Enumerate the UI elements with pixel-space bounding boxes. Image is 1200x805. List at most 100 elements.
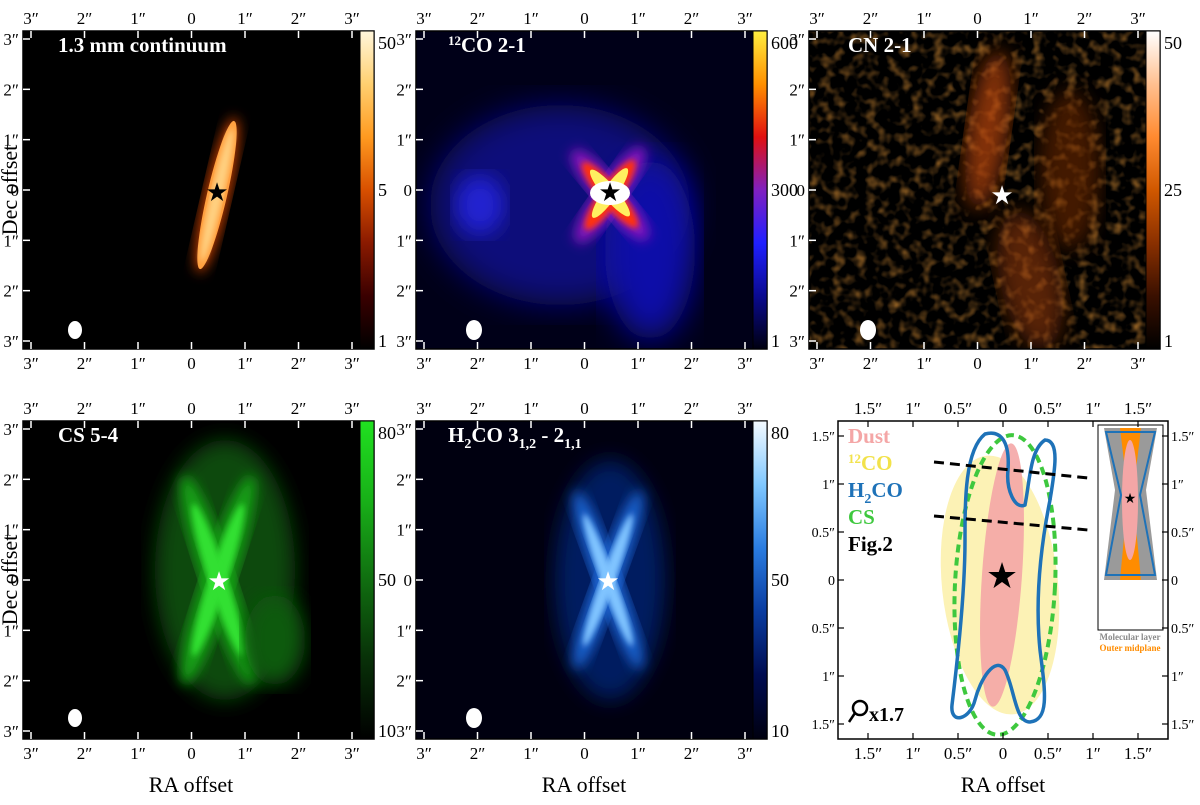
y-tick-label: 3″ [3, 420, 19, 439]
y-tick-label: 2″ [396, 80, 412, 99]
x-tick-label-bottom: 0 [187, 744, 196, 763]
map-background [23, 31, 360, 349]
y-tick-label: 1″ [396, 131, 412, 150]
x-tick-label-top: 2″ [470, 9, 486, 28]
colorbar-tick-label: 1 [771, 331, 780, 351]
x-tick-label-bottom: 3″ [416, 744, 432, 763]
x-tick-label-bottom: 3″ [809, 354, 825, 373]
schematic-legend: Dust 12CO H2CO CS Fig.2 [848, 424, 903, 556]
y-tick-label: 0 [797, 181, 806, 200]
schematic-y-tick-right: 0.5″ [1171, 526, 1195, 541]
x-tick-label-bottom: 2″ [291, 354, 307, 373]
x-tick-label-bottom: 2″ [1077, 354, 1093, 373]
panel-h2co [416, 421, 753, 739]
schematic-y-tick-right: 0.5″ [1171, 622, 1195, 637]
x-tick-label-top: 1″ [630, 9, 646, 28]
legend-co: 12CO [848, 451, 893, 475]
x-tick-label-top: 1″ [1023, 9, 1039, 28]
schematic-x-tick-top: 1.5″ [1124, 399, 1152, 418]
x-tick-label-top: 3″ [416, 399, 432, 418]
x-tick-label-top: 2″ [77, 399, 93, 418]
x-tick-label-top: 2″ [291, 399, 307, 418]
x-tick-label-bottom: 3″ [23, 744, 39, 763]
x-tick-label-bottom: 2″ [863, 354, 879, 373]
x-tick-label-bottom: 0 [580, 744, 589, 763]
y-tick-label: 0 [404, 571, 413, 590]
cs-wing [245, 595, 305, 685]
x-tick-label-top: 2″ [863, 9, 879, 28]
y-tick-label: 1″ [789, 131, 805, 150]
x-tick-label-bottom: 1″ [1023, 354, 1039, 373]
y-tick-label: 3″ [396, 332, 412, 351]
schematic-y-tick-left: 0.5″ [812, 526, 836, 541]
panel-title-continuum: 1.3 mm continuum [58, 33, 227, 57]
magnifier-handle [847, 712, 857, 723]
panel-title-cn: CN 2-1 [848, 33, 912, 57]
panel-schematic: ★ ★ [837, 420, 1169, 740]
x-tick-label-top: 0 [580, 399, 589, 418]
cn-arm-east [1040, 90, 1100, 250]
legend-h2co: H2CO [848, 478, 903, 507]
inset-pink [1122, 440, 1138, 560]
colorbar-tick-label: 1 [1164, 331, 1173, 351]
panel-continuum [23, 31, 360, 349]
x-tick-label-top: 3″ [344, 9, 360, 28]
x-tick-label-top: 0 [187, 399, 196, 418]
y-tick-label: 3″ [396, 30, 412, 49]
y-tick-label: 3″ [396, 722, 412, 741]
x-tick-label-bottom: 3″ [737, 354, 753, 373]
x-tick-label-top: 3″ [737, 9, 753, 28]
schematic-y-tick-left: 0 [828, 574, 835, 589]
schematic-x-tick-top: 0 [999, 399, 1008, 418]
y-tick-label: 3″ [789, 332, 805, 351]
y-tick-label: 1″ [396, 521, 412, 540]
cs-contour [952, 433, 1058, 737]
x-tick-label-bottom: 3″ [344, 744, 360, 763]
colorbar-tick-label: 50 [771, 570, 789, 590]
x-tick-label-top: 0 [973, 9, 982, 28]
colorbar [1145, 30, 1161, 350]
schematic-y-tick-left: 1.5″ [812, 718, 836, 733]
panel-title-cs: CS 5-4 [58, 423, 119, 447]
x-tick-label-top: 1″ [523, 399, 539, 418]
colorbar-tick-label: 10 [378, 721, 396, 741]
schematic-x-tick-top: 1″ [905, 399, 921, 418]
y-tick-label: 3″ [396, 420, 412, 439]
x-tick-label-top: 0 [187, 9, 196, 28]
schematic-x-tick-bottom: 0.5″ [944, 744, 972, 763]
colorbar-tick-label: 50 [378, 570, 396, 590]
y-tick-label: 1″ [3, 521, 19, 540]
panel-cs [23, 421, 360, 739]
x-tick-label-top: 3″ [23, 9, 39, 28]
star-marker: ★ [205, 178, 228, 207]
colorbar-tick-label: 10 [771, 721, 789, 741]
x-tick-label-bottom: 2″ [470, 744, 486, 763]
x-tick-label-bottom: 1″ [523, 354, 539, 373]
x-tick-label-top: 3″ [809, 9, 825, 28]
schematic-x-tick-top: 0.5″ [1034, 399, 1062, 418]
x-tick-label-bottom: 1″ [630, 354, 646, 373]
panel-cn [809, 31, 1146, 349]
beam-ellipse [68, 321, 82, 339]
beam-ellipse [466, 708, 482, 728]
y-tick-label: 2″ [3, 80, 19, 99]
x-tick-label-top: 3″ [344, 399, 360, 418]
x-tick-label-bottom: 1″ [237, 354, 253, 373]
x-tick-label-top: 3″ [416, 9, 432, 28]
panel-co [416, 31, 753, 349]
y-tick-label: 3″ [789, 30, 805, 49]
x-tick-label-top: 3″ [1130, 9, 1146, 28]
schematic-x-tick-top: 1″ [1085, 399, 1101, 418]
y-tick-label: 2″ [3, 672, 19, 691]
legend-fig2: Fig.2 [848, 532, 893, 556]
slice-line-1 [933, 460, 1089, 480]
schematic-y-tick-left: 0.5″ [812, 622, 836, 637]
colorbar-tick-label: 1 [378, 331, 387, 351]
x-axis-label-2: RA offset [542, 772, 627, 797]
inset-label-molecular: Molecular layer [1099, 632, 1160, 642]
panel-title-h2co: H2CO 31,2 - 21,1 [448, 423, 582, 452]
x-tick-label-bottom: 3″ [416, 354, 432, 373]
colorbar-tick-label: 50 [378, 33, 396, 53]
y-tick-label: 0 [11, 181, 20, 200]
